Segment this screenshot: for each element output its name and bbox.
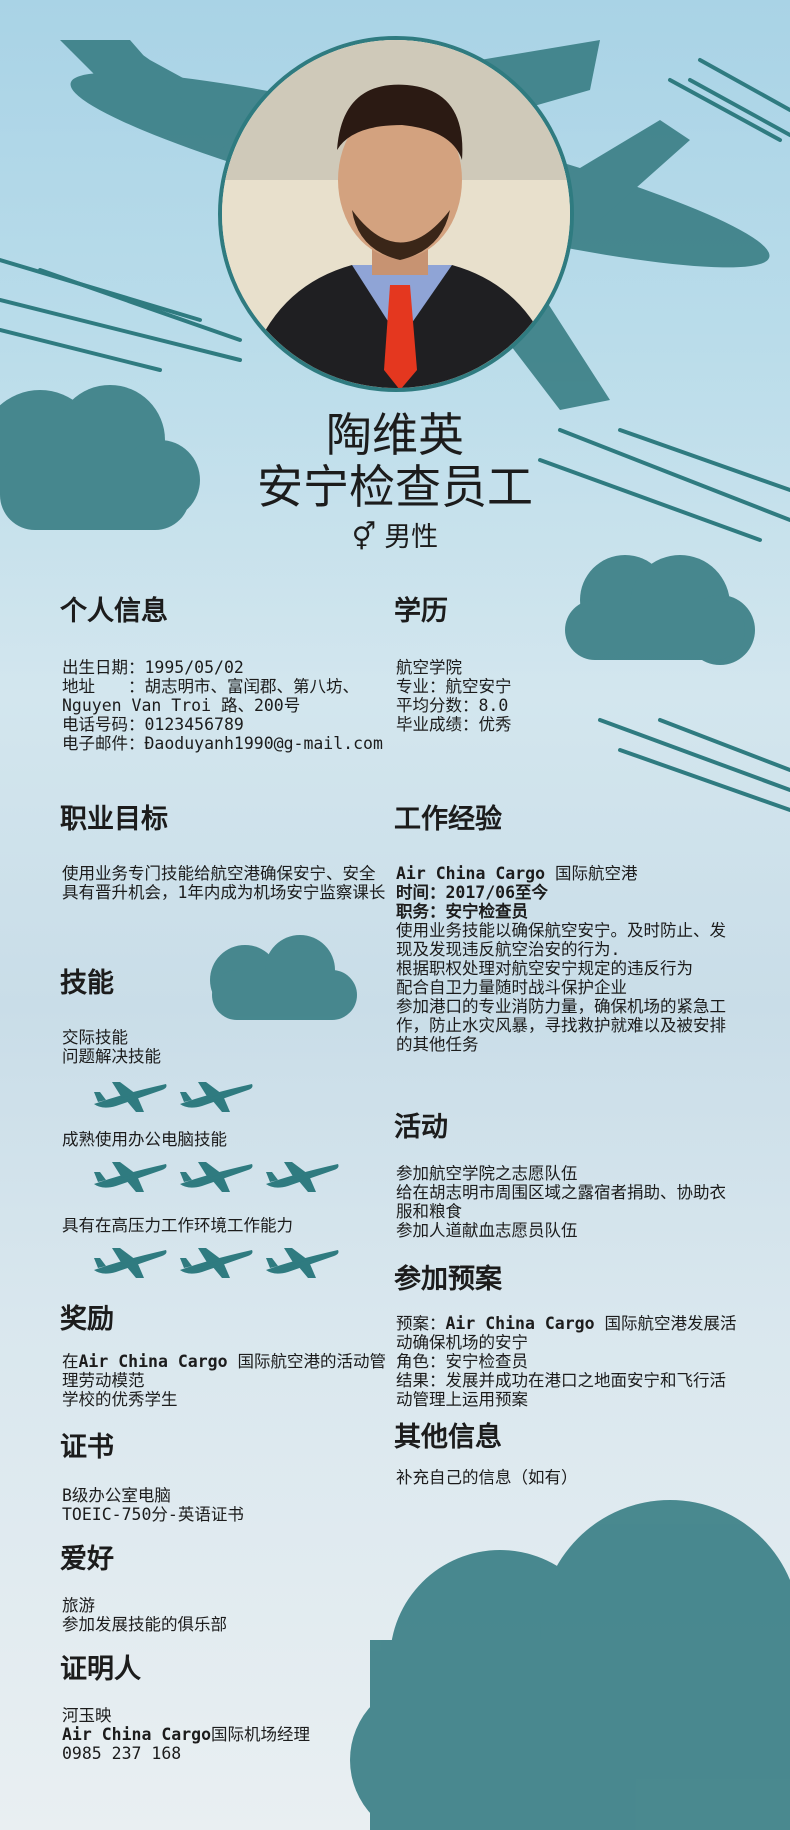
objective-text: 使用业务专门技能给航空港确保安宁、安全 具有晋升机会，1年内成为机场安宁监察课长 xyxy=(62,864,392,902)
section-title-other: 其他信息 xyxy=(394,1422,502,1453)
reference-position: 国际机场经理 xyxy=(211,1725,311,1744)
cloud-icon xyxy=(210,935,357,1020)
experience-duty: 根据职权处理对航空安宁规定的违反行为 xyxy=(396,959,693,978)
objective-line: 具有晋升机会，1年内成为机场安宁监察课长 xyxy=(62,883,386,902)
award-suffix: 国际航空港的活动管理劳动模范 xyxy=(62,1352,386,1390)
experience-duty: 使用业务技能以确保航空安宁。及时防止、发现及发现违反航空治安的行为. xyxy=(396,921,726,959)
skill-label: 交际技能 问题解决技能 xyxy=(62,1028,161,1066)
award-prefix: 在 xyxy=(62,1352,79,1371)
personal-info: 出生日期：1995/05/02 地址 ：胡志明市、富闰郡、第八坊、Nguyen … xyxy=(62,658,384,753)
airplane-rating-icon xyxy=(180,1248,253,1278)
cloud-icon xyxy=(350,1500,790,1830)
person-name: 陶维英 xyxy=(326,408,464,462)
education-line: 专业：航空安宁 xyxy=(396,677,512,696)
company-name: Air China Cargo xyxy=(396,864,546,883)
airplane-rating-icon xyxy=(94,1082,167,1112)
hobbies-text: 旅游 参加发展技能的俱乐部 xyxy=(62,1596,382,1634)
activities-text: 参加航空学院之志愿队伍 给在胡志明市周围区域之露宿者捐助、协助衣服和粮食 参加人… xyxy=(396,1164,741,1240)
education-text: 航空学院 专业：航空安宁 平均分数：8.0 毕业成绩：优秀 xyxy=(396,658,726,734)
skill-rating xyxy=(92,1080,264,1116)
hobby-line: 参加发展技能的俱乐部 xyxy=(62,1615,227,1634)
phone: 电话号码：0123456789 xyxy=(62,715,244,734)
reference-company-name: Air China Cargo xyxy=(62,1725,212,1744)
experience-text: Air China Cargo 国际航空港 时间：2017/06至今 职务：安宁… xyxy=(396,864,741,1054)
project-line: 预案：Air China Cargo 国际航空港发展活动确保机场的安宁 xyxy=(396,1314,741,1352)
section-title-reference: 证明人 xyxy=(60,1654,141,1685)
cloud-icon xyxy=(565,555,755,665)
education-line: 毕业成绩：优秀 xyxy=(396,715,512,734)
award-line: 学校的优秀学生 xyxy=(62,1390,178,1409)
objective-line: 使用业务专门技能给航空港确保安宁、安全 xyxy=(62,864,376,883)
section-title-education: 学历 xyxy=(394,596,448,627)
experience-time: 时间：2017/06至今 xyxy=(396,883,549,902)
certificate-line: B级办公室电脑 xyxy=(62,1486,171,1505)
certificates-text: B级办公室电脑 TOEIC-750分-英语证书 xyxy=(62,1486,382,1524)
hobby-line: 旅游 xyxy=(62,1596,95,1615)
education-line: 航空学院 xyxy=(396,658,462,677)
reference-text: 河玉映 Air China Cargo国际机场经理 0985 237 168 xyxy=(62,1706,402,1763)
activity-line: 参加人道献血志愿员队伍 xyxy=(396,1221,578,1240)
project-suffix: 国际航空港发展活动确保机场的安宁 xyxy=(396,1314,737,1352)
other-text: 补充自己的信息（如有） xyxy=(396,1468,578,1487)
activity-line: 给在胡志明市周围区域之露宿者捐助、协助衣服和粮食 xyxy=(396,1183,726,1221)
address: 地址 ：胡志明市、富闰郡、第八坊、Nguyen Van Troi 路、200号 xyxy=(62,677,359,715)
section-title-objective: 职业目标 xyxy=(60,804,168,835)
skill-label: 具有在高压力工作环境工作能力 xyxy=(62,1216,293,1235)
company-suffix: 国际航空港 xyxy=(545,864,638,883)
project-result: 结果：发展并成功在港口之地面安宁和飞行活动管理上运用预案 xyxy=(396,1371,726,1409)
section-title-certificates: 证书 xyxy=(60,1432,114,1463)
gender-icon: ⚥ xyxy=(351,522,377,553)
skill-rating xyxy=(92,1160,350,1196)
job-title: 安宁检查员工 xyxy=(257,460,533,514)
education-line: 平均分数：8.0 xyxy=(396,696,509,715)
birth-date: 出生日期：1995/05/02 xyxy=(62,658,244,677)
section-title-experience: 工作经验 xyxy=(394,804,502,835)
gender-label: 男性 xyxy=(384,522,439,553)
airplane-rating-icon xyxy=(266,1248,339,1278)
reference-phone: 0985 237 168 xyxy=(62,1744,182,1763)
section-title-projects: 参加预案 xyxy=(394,1264,502,1295)
section-title-activities: 活动 xyxy=(394,1112,448,1143)
experience-position: 职务：安宁检查员 xyxy=(396,902,528,921)
experience-duty: 参加港口的专业消防力量，确保机场的紧急工作，防止水灾风暴，寻找救护就难以及被安排… xyxy=(396,997,726,1054)
section-title-skills: 技能 xyxy=(60,968,114,999)
skill-label: 成熟使用办公电脑技能 xyxy=(62,1130,227,1149)
airplane-rating-icon xyxy=(180,1162,253,1192)
experience-duty: 配合自卫力量随时战斗保护企业 xyxy=(396,978,627,997)
section-title-personal: 个人信息 xyxy=(60,596,168,627)
experience-company: Air China Cargo 国际航空港 xyxy=(396,864,741,883)
airplane-rating-icon xyxy=(180,1082,253,1112)
award-company: Air China Cargo xyxy=(78,1352,228,1371)
airplane-rating-icon xyxy=(94,1162,167,1192)
section-title-awards: 奖励 xyxy=(60,1304,114,1335)
person-avatar-icon xyxy=(222,40,570,388)
airplane-rating-icon xyxy=(94,1248,167,1278)
reference-name: 河玉映 xyxy=(62,1706,112,1725)
reference-company: Air China Cargo国际机场经理 xyxy=(62,1725,402,1744)
gender: ⚥ 男性 xyxy=(0,518,790,558)
certificate-line: TOEIC-750分-英语证书 xyxy=(62,1505,244,1524)
project-company: Air China Cargo xyxy=(445,1314,595,1333)
skill-rating xyxy=(92,1246,350,1282)
activity-line: 参加航空学院之志愿队伍 xyxy=(396,1164,578,1183)
section-title-hobbies: 爱好 xyxy=(60,1544,114,1575)
projects-text: 预案：Air China Cargo 国际航空港发展活动确保机场的安宁 角色：安… xyxy=(396,1314,741,1409)
profile-photo xyxy=(218,36,574,392)
awards-text: 在Air China Cargo 国际航空港的活动管理劳动模范 学校的优秀学生 xyxy=(62,1352,392,1409)
project-prefix: 预案： xyxy=(396,1314,446,1333)
email: 电子邮件：Đaoduyanh1990@g-mail.com xyxy=(62,734,383,753)
airplane-rating-icon xyxy=(266,1162,339,1192)
award-line: 在Air China Cargo 国际航空港的活动管理劳动模范 xyxy=(62,1352,392,1390)
project-role: 角色：安宁检查员 xyxy=(396,1352,528,1371)
cloud-icon xyxy=(0,385,200,530)
